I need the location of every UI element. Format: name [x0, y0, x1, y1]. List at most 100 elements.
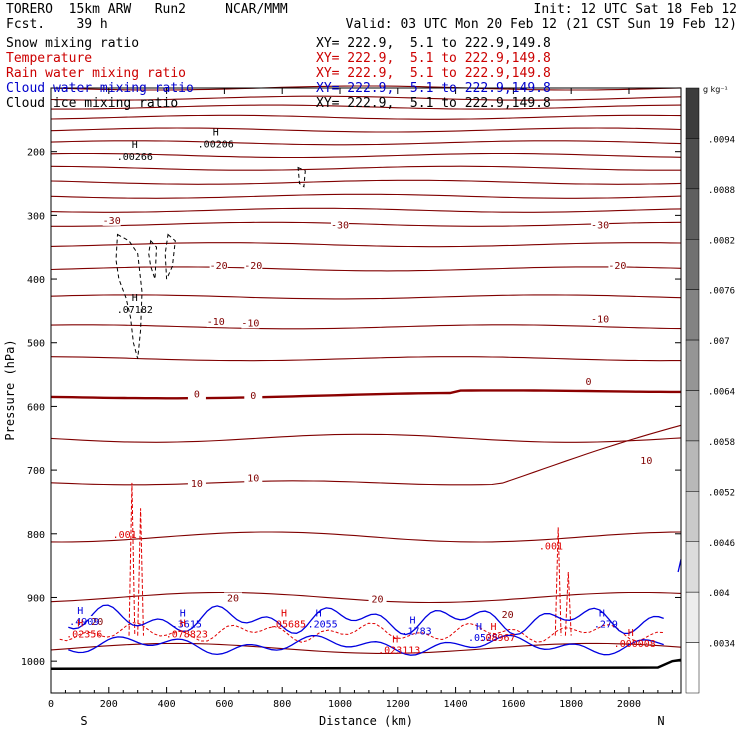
y-tick-label: 700: [27, 466, 45, 477]
isotherm-label: 0: [194, 390, 200, 401]
isotherm-label-bg: [637, 454, 656, 466]
colorbar-tick-label: .0088: [708, 186, 735, 196]
x-tick-label: 800: [273, 699, 291, 710]
x-tick-label: 1400: [444, 699, 468, 710]
surface-maximum-mark: H: [316, 608, 322, 619]
colorbar-tick-label: .0046: [708, 539, 735, 549]
isotherm-line: [50, 642, 682, 654]
snow-maximum-value: .00266: [117, 152, 153, 163]
x-tick-label: 400: [158, 699, 176, 710]
surface-maximum-value: .0525: [468, 633, 498, 644]
colorbar-segment: [685, 390, 700, 442]
isotherm-label-bg: [244, 472, 263, 484]
isotherm-label-bg: [244, 389, 263, 401]
surface-maximum-value: .02356: [66, 630, 102, 641]
colorbar-tick-label: .0052: [708, 488, 735, 498]
snow-maximum-mark: H: [132, 140, 138, 151]
colorbar-units: g kg⁻¹: [703, 85, 728, 94]
surface-maximum-mark: H: [180, 619, 186, 630]
isotherm-line: [50, 95, 682, 101]
y-tick-label: 900: [27, 593, 45, 604]
surface-maximum-mark: H: [490, 622, 496, 633]
plot-frame: [50, 87, 682, 694]
legend-label-rain: Rain water mixing ratio: [6, 66, 187, 81]
isotherm-label: 0: [250, 391, 256, 402]
y-tick-label: 200: [27, 148, 45, 159]
isotherm-label-bg: [209, 260, 228, 272]
surface-maximum-mark: H: [628, 628, 634, 639]
colorbar-tick-label: .0058: [708, 438, 735, 448]
y-axis-label: Pressure (hPa): [3, 339, 17, 440]
isotherm-line: [51, 221, 682, 227]
contour-labels: -30 -30 -30 -20 -20 -20 -10 -10 -10 0 0 0 10 10 10 20 20…: [66, 127, 656, 656]
isotherm-label: -10: [207, 317, 225, 328]
isotherm-label-bg: [244, 260, 263, 272]
legend-xy-cloud-water: XY= 222.9, 5.1 to 222.9,149.8: [316, 81, 551, 96]
rain-contour: [137, 508, 144, 636]
isotherm-label: -10: [591, 315, 609, 326]
isotherm-label: -20: [210, 261, 228, 272]
isotherm-label: 20: [91, 617, 103, 628]
colorbar-segment: [685, 138, 700, 190]
surface-maximum-mark: H: [180, 608, 186, 619]
temperature-contours: [50, 85, 682, 654]
isotherm-line: [50, 324, 682, 330]
colorbar-tick-label: .0034: [708, 640, 735, 650]
y-tick-label: 400: [27, 275, 45, 286]
snow-contour: [148, 239, 158, 280]
surface-maximum-mark: H: [410, 616, 416, 627]
surface-maximum-value: .279: [594, 619, 618, 630]
surface-maximum-value: .2055: [308, 619, 338, 630]
rain-contour: [554, 527, 562, 636]
isotherm-label-bg: [102, 214, 121, 226]
colorbar-segment: [685, 591, 700, 643]
rain-contour-label: .001: [539, 542, 563, 553]
surface-maximum-mark: H: [77, 619, 83, 630]
rain-contour: [564, 571, 572, 636]
surface-maximum-value: .000008: [614, 639, 656, 650]
surface-maximum-value: .4909: [69, 617, 99, 628]
isotherm-label-bg: [579, 375, 598, 387]
snow-contour: [297, 166, 306, 188]
legend-label-cloud-ice: Cloud ice mixing ratio: [6, 96, 179, 111]
isotherm-label: -20: [244, 261, 262, 272]
surface-maximum-value: .023113: [378, 646, 420, 657]
isotherm-label: 20: [372, 595, 384, 606]
isotherm-label: -30: [591, 220, 609, 231]
isotherm-line: [50, 165, 681, 171]
isotherm-line: [50, 193, 682, 199]
isotherm-label: 20: [502, 610, 514, 621]
x-tick-label: 1200: [386, 699, 410, 710]
isotherm-line: [50, 424, 682, 486]
colorbar-segment: [685, 491, 700, 543]
colorbar-segment: [685, 440, 700, 492]
isotherm-label: -30: [331, 220, 349, 231]
isotherm-line: [50, 140, 682, 146]
legend-label-cloud-water: Cloud water mixing ratio: [6, 81, 194, 96]
isotherm-label: 0: [586, 377, 592, 388]
isotherm-label-bg: [498, 609, 517, 621]
rain-mixing-ratio-contours: [59, 482, 664, 643]
surface-maximum-value: .1783: [402, 627, 432, 638]
x-tick-label: 1800: [559, 699, 583, 710]
ground-line: [50, 658, 682, 671]
isotherm-line: [50, 207, 682, 213]
snow-maximum-mark: H: [132, 293, 138, 304]
isotherm-label-bg: [368, 593, 387, 605]
isotherm-label: 10: [191, 479, 203, 490]
y-tick-label: 600: [27, 402, 45, 413]
isotherm-label-bg: [206, 316, 225, 328]
isotherm-line: [50, 389, 681, 400]
colorbar-tick-label: .0076: [708, 287, 735, 297]
isotherm-line: [50, 433, 682, 443]
legend-xy-cloud-ice: XY= 222.9, 5.1 to 222.9,149.8: [316, 96, 551, 111]
snow-maximum-value: .00206: [198, 139, 234, 150]
cloud-water-contour: [68, 634, 664, 656]
isotherm-line: [50, 266, 682, 272]
isotherm-label: -10: [241, 318, 259, 329]
y-tick-label: 500: [27, 339, 45, 350]
isotherm-label-bg: [88, 616, 107, 628]
rain-contour: [59, 622, 664, 643]
colorbar-tick-label: .0094: [708, 135, 735, 145]
